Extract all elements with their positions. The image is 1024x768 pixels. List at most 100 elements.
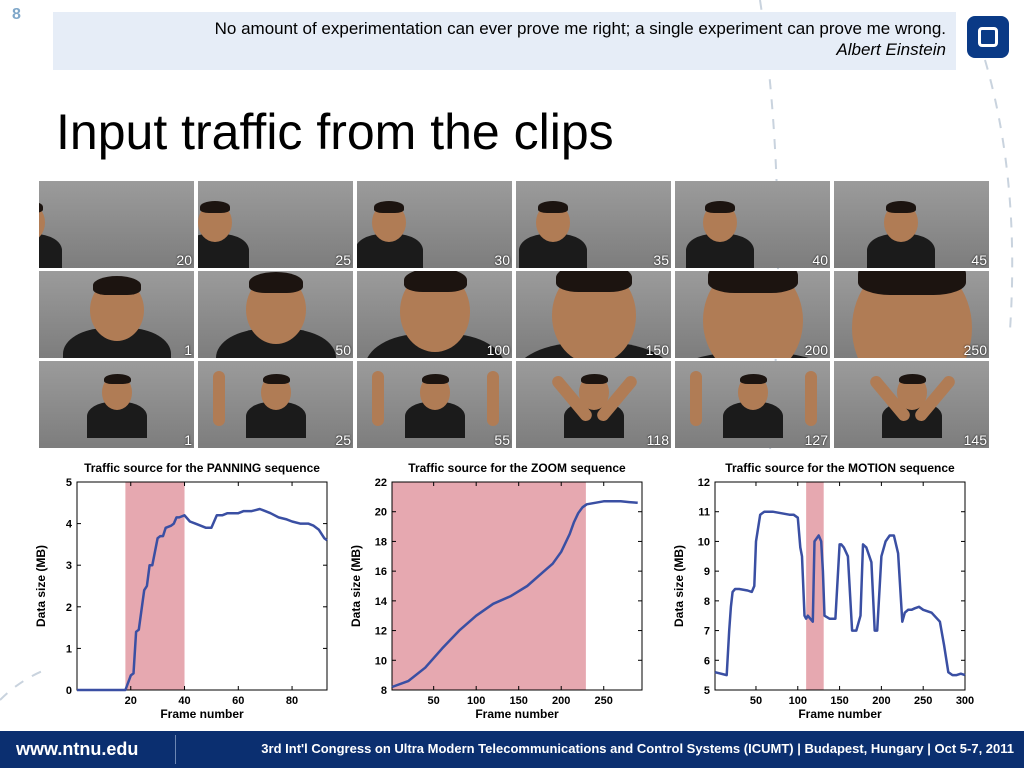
footer-divider: [175, 735, 176, 764]
footer-url-link[interactable]: www.ntnu.edu: [16, 739, 139, 759]
frame-thumbnail: 127: [675, 361, 830, 448]
chart-y-tick-label: 14: [375, 596, 388, 608]
frame-grid: 20 25 30 35 40 45 1 50 100 150 200 250 1 25 55 118 127 14…: [39, 181, 991, 449]
frame-thumbnail: 20: [39, 181, 194, 268]
chart-x-tick-label: 40: [178, 695, 190, 707]
frame-label: 100: [486, 342, 510, 358]
chart-x-tick-label: 80: [286, 695, 298, 707]
footer-conference: 3rd Int'l Congress on Ultra Modern Telec…: [261, 741, 1014, 756]
frame-label: 118: [646, 432, 669, 448]
chart-y-axis-label: Data size (MB): [349, 545, 363, 627]
footer-bar: www.ntnu.edu 3rd Int'l Congress on Ultra…: [0, 731, 1024, 768]
chart-panning: Traffic source for the PANNING sequence 0…: [34, 461, 328, 721]
chart-y-tick-label: 20: [375, 507, 387, 519]
chart-x-tick-label: 60: [232, 695, 244, 707]
chart-x-tick-label: 100: [789, 695, 807, 707]
chart-x-tick-label: 250: [914, 695, 932, 707]
chart-y-tick-label: 8: [704, 596, 710, 608]
frame-label: 30: [494, 252, 510, 268]
chart-y-tick-label: 5: [66, 477, 72, 489]
chart-y-tick-label: 22: [375, 477, 387, 489]
chart-y-tick-label: 1: [66, 643, 72, 655]
chart-series-line: [714, 510, 966, 677]
chart-y-tick-label: 12: [698, 477, 710, 489]
chart-y-tick-label: 7: [704, 626, 710, 638]
frame-label: 200: [804, 342, 828, 358]
frame-label: 145: [963, 432, 987, 448]
frame-thumbnail: 200: [675, 271, 830, 358]
frame-label: 150: [645, 342, 669, 358]
chart-y-tick-label: 0: [66, 685, 72, 697]
chart-y-tick-label: 12: [375, 626, 387, 638]
chart-x-tick-label: 50: [428, 695, 440, 707]
chart-zoom: Traffic source for the ZOOM sequence 8 10 1…: [349, 461, 643, 721]
chart-x-tick-label: 150: [830, 695, 848, 707]
ntnu-logo: [967, 16, 1009, 58]
chart-y-tick-label: 10: [375, 655, 387, 667]
frame-label: 55: [494, 432, 510, 448]
chart-x-tick-label: 200: [872, 695, 890, 707]
frame-thumbnail: 25: [198, 361, 353, 448]
chart-x-axis-label: Frame number: [798, 707, 882, 721]
chart-y-tick-label: 4: [66, 519, 73, 531]
chart-y-axis-label: Data size (MB): [672, 545, 686, 627]
chart-y-tick-label: 5: [704, 685, 710, 697]
frame-thumbnail: 118: [516, 361, 671, 448]
frame-label: 20: [176, 252, 192, 268]
chart-x-tick-label: 200: [552, 695, 570, 707]
chart-motion: Traffic source for the MOTION sequence 5 6…: [672, 461, 974, 721]
chart-x-axis-label: Frame number: [475, 707, 559, 721]
frame-label: 127: [804, 432, 828, 448]
frame-thumbnail: 25: [198, 181, 353, 268]
chart-y-tick-label: 9: [704, 566, 710, 578]
chart-x-axis-label: Frame number: [160, 707, 244, 721]
quote-box: No amount of experimentation can ever pr…: [53, 12, 956, 70]
chart-x-tick-label: 20: [125, 695, 137, 707]
frame-thumbnail: 145: [834, 361, 989, 448]
chart-y-tick-label: 10: [698, 536, 710, 548]
chart-y-tick-label: 11: [698, 507, 710, 519]
frame-label: 40: [812, 252, 828, 268]
frame-thumbnail: 1: [39, 271, 194, 358]
frame-thumbnail: 45: [834, 181, 989, 268]
frame-thumbnail: 1: [39, 361, 194, 448]
chart-y-tick-label: 2: [66, 602, 72, 614]
frame-label: 25: [335, 252, 351, 268]
chart-series-line: [77, 507, 328, 692]
chart-y-tick-label: 8: [381, 685, 387, 697]
chart-y-tick-label: 16: [375, 566, 387, 578]
frame-thumbnail: 55: [357, 361, 512, 448]
chart-y-axis-label: Data size (MB): [34, 545, 48, 627]
frame-thumbnail: 30: [357, 181, 512, 268]
chart-y-tick-label: 6: [704, 655, 710, 667]
slide-title: Input traffic from the clips: [56, 104, 614, 160]
chart-title: Traffic source for the PANNING sequence: [84, 461, 320, 475]
frame-label: 45: [971, 252, 987, 268]
chart-x-tick-label: 50: [750, 695, 762, 707]
quote-author: Albert Einstein: [836, 40, 946, 59]
chart-y-tick-label: 3: [66, 560, 72, 572]
chart-x-tick-label: 150: [510, 695, 528, 707]
frame-thumbnail: 35: [516, 181, 671, 268]
chart-x-tick-label: 250: [595, 695, 613, 707]
chart-axes-frame: [76, 481, 328, 691]
frame-thumbnail: 40: [675, 181, 830, 268]
chart-x-tick-label: 300: [956, 695, 974, 707]
frame-label: 35: [653, 252, 669, 268]
frame-label: 1: [184, 342, 192, 358]
slide-number: 8: [12, 6, 21, 23]
frame-thumbnail: 150: [516, 271, 671, 358]
chart-highlight-region: [392, 482, 586, 690]
chart-highlight-region: [806, 482, 824, 690]
frame-label: 25: [335, 432, 351, 448]
frame-thumbnail: 100: [357, 271, 512, 358]
frame-thumbnail: 250: [834, 271, 989, 358]
frame-thumbnail: 50: [198, 271, 353, 358]
chart-title: Traffic source for the MOTION sequence: [725, 461, 955, 475]
quote-text: No amount of experimentation can ever pr…: [214, 19, 946, 38]
chart-series-line: [391, 500, 638, 689]
frame-label: 50: [335, 342, 351, 358]
chart-title: Traffic source for the ZOOM sequence: [408, 461, 626, 475]
chart-x-tick-label: 100: [467, 695, 485, 707]
chart-axes-frame: [391, 481, 643, 691]
